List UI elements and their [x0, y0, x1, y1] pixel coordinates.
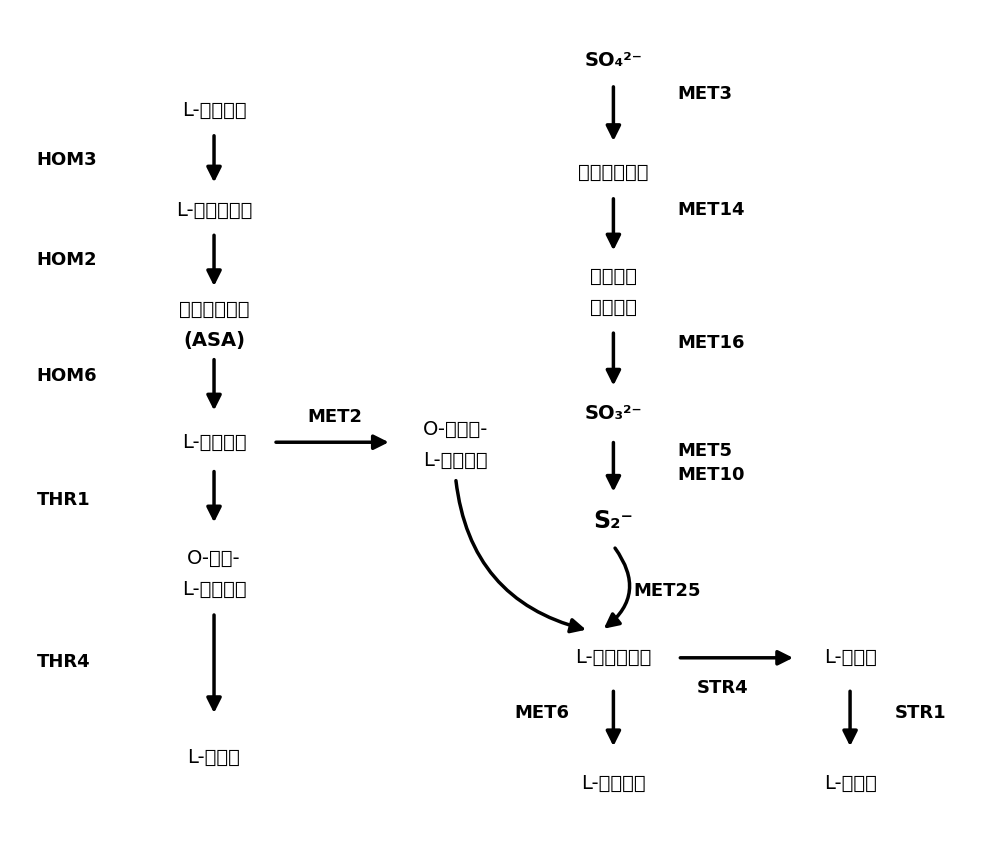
Text: L-天冬氨酸: L-天冬氨酸	[182, 101, 246, 120]
Text: MET10: MET10	[678, 466, 745, 485]
Text: L-高丝氨酸: L-高丝氨酸	[423, 451, 488, 470]
Text: L-胱氨酸: L-胱氨酸	[824, 775, 877, 793]
Text: MET14: MET14	[678, 201, 745, 219]
Text: 磷酸腺苷: 磷酸腺苷	[590, 267, 637, 286]
Text: L-胱硫醚: L-胱硫醚	[824, 648, 877, 668]
Text: MET2: MET2	[308, 408, 363, 427]
Text: SO₃²⁻: SO₃²⁻	[585, 404, 642, 422]
Text: MET6: MET6	[515, 705, 570, 722]
Text: STR1: STR1	[894, 705, 946, 722]
Text: SO₄²⁻: SO₄²⁻	[584, 51, 642, 70]
Text: L-天冬酰磷酸: L-天冬酰磷酸	[176, 201, 252, 219]
Text: HOM2: HOM2	[37, 251, 97, 269]
Text: L-高丝氨酸: L-高丝氨酸	[182, 579, 246, 599]
Text: (ASA): (ASA)	[183, 330, 245, 350]
Text: MET16: MET16	[678, 334, 745, 352]
Text: MET25: MET25	[633, 583, 701, 600]
Text: HOM3: HOM3	[37, 152, 97, 169]
Text: HOM6: HOM6	[37, 367, 97, 385]
Text: STR4: STR4	[697, 679, 749, 697]
Text: L-高半胱氨酸: L-高半胱氨酸	[575, 648, 652, 668]
Text: THR4: THR4	[37, 653, 90, 671]
Text: S₂⁻: S₂⁻	[593, 509, 633, 533]
Text: THR1: THR1	[37, 491, 90, 509]
Text: O-磷酸-: O-磷酸-	[187, 549, 241, 568]
Text: 天冬氨酸半醛: 天冬氨酸半醛	[179, 300, 249, 319]
Text: MET5: MET5	[678, 442, 732, 459]
Text: 腺苷磷酰硫酸: 腺苷磷酰硫酸	[578, 164, 649, 182]
Text: MET3: MET3	[678, 85, 732, 103]
Text: L-苏氨酸: L-苏氨酸	[188, 748, 240, 767]
Text: L-甲硫氨酸: L-甲硫氨酸	[581, 775, 646, 793]
Text: L-高丝氨酸: L-高丝氨酸	[182, 432, 246, 452]
Text: 磷酰硫酸: 磷酰硫酸	[590, 298, 637, 317]
Text: O-乙酰基-: O-乙酰基-	[423, 421, 488, 439]
